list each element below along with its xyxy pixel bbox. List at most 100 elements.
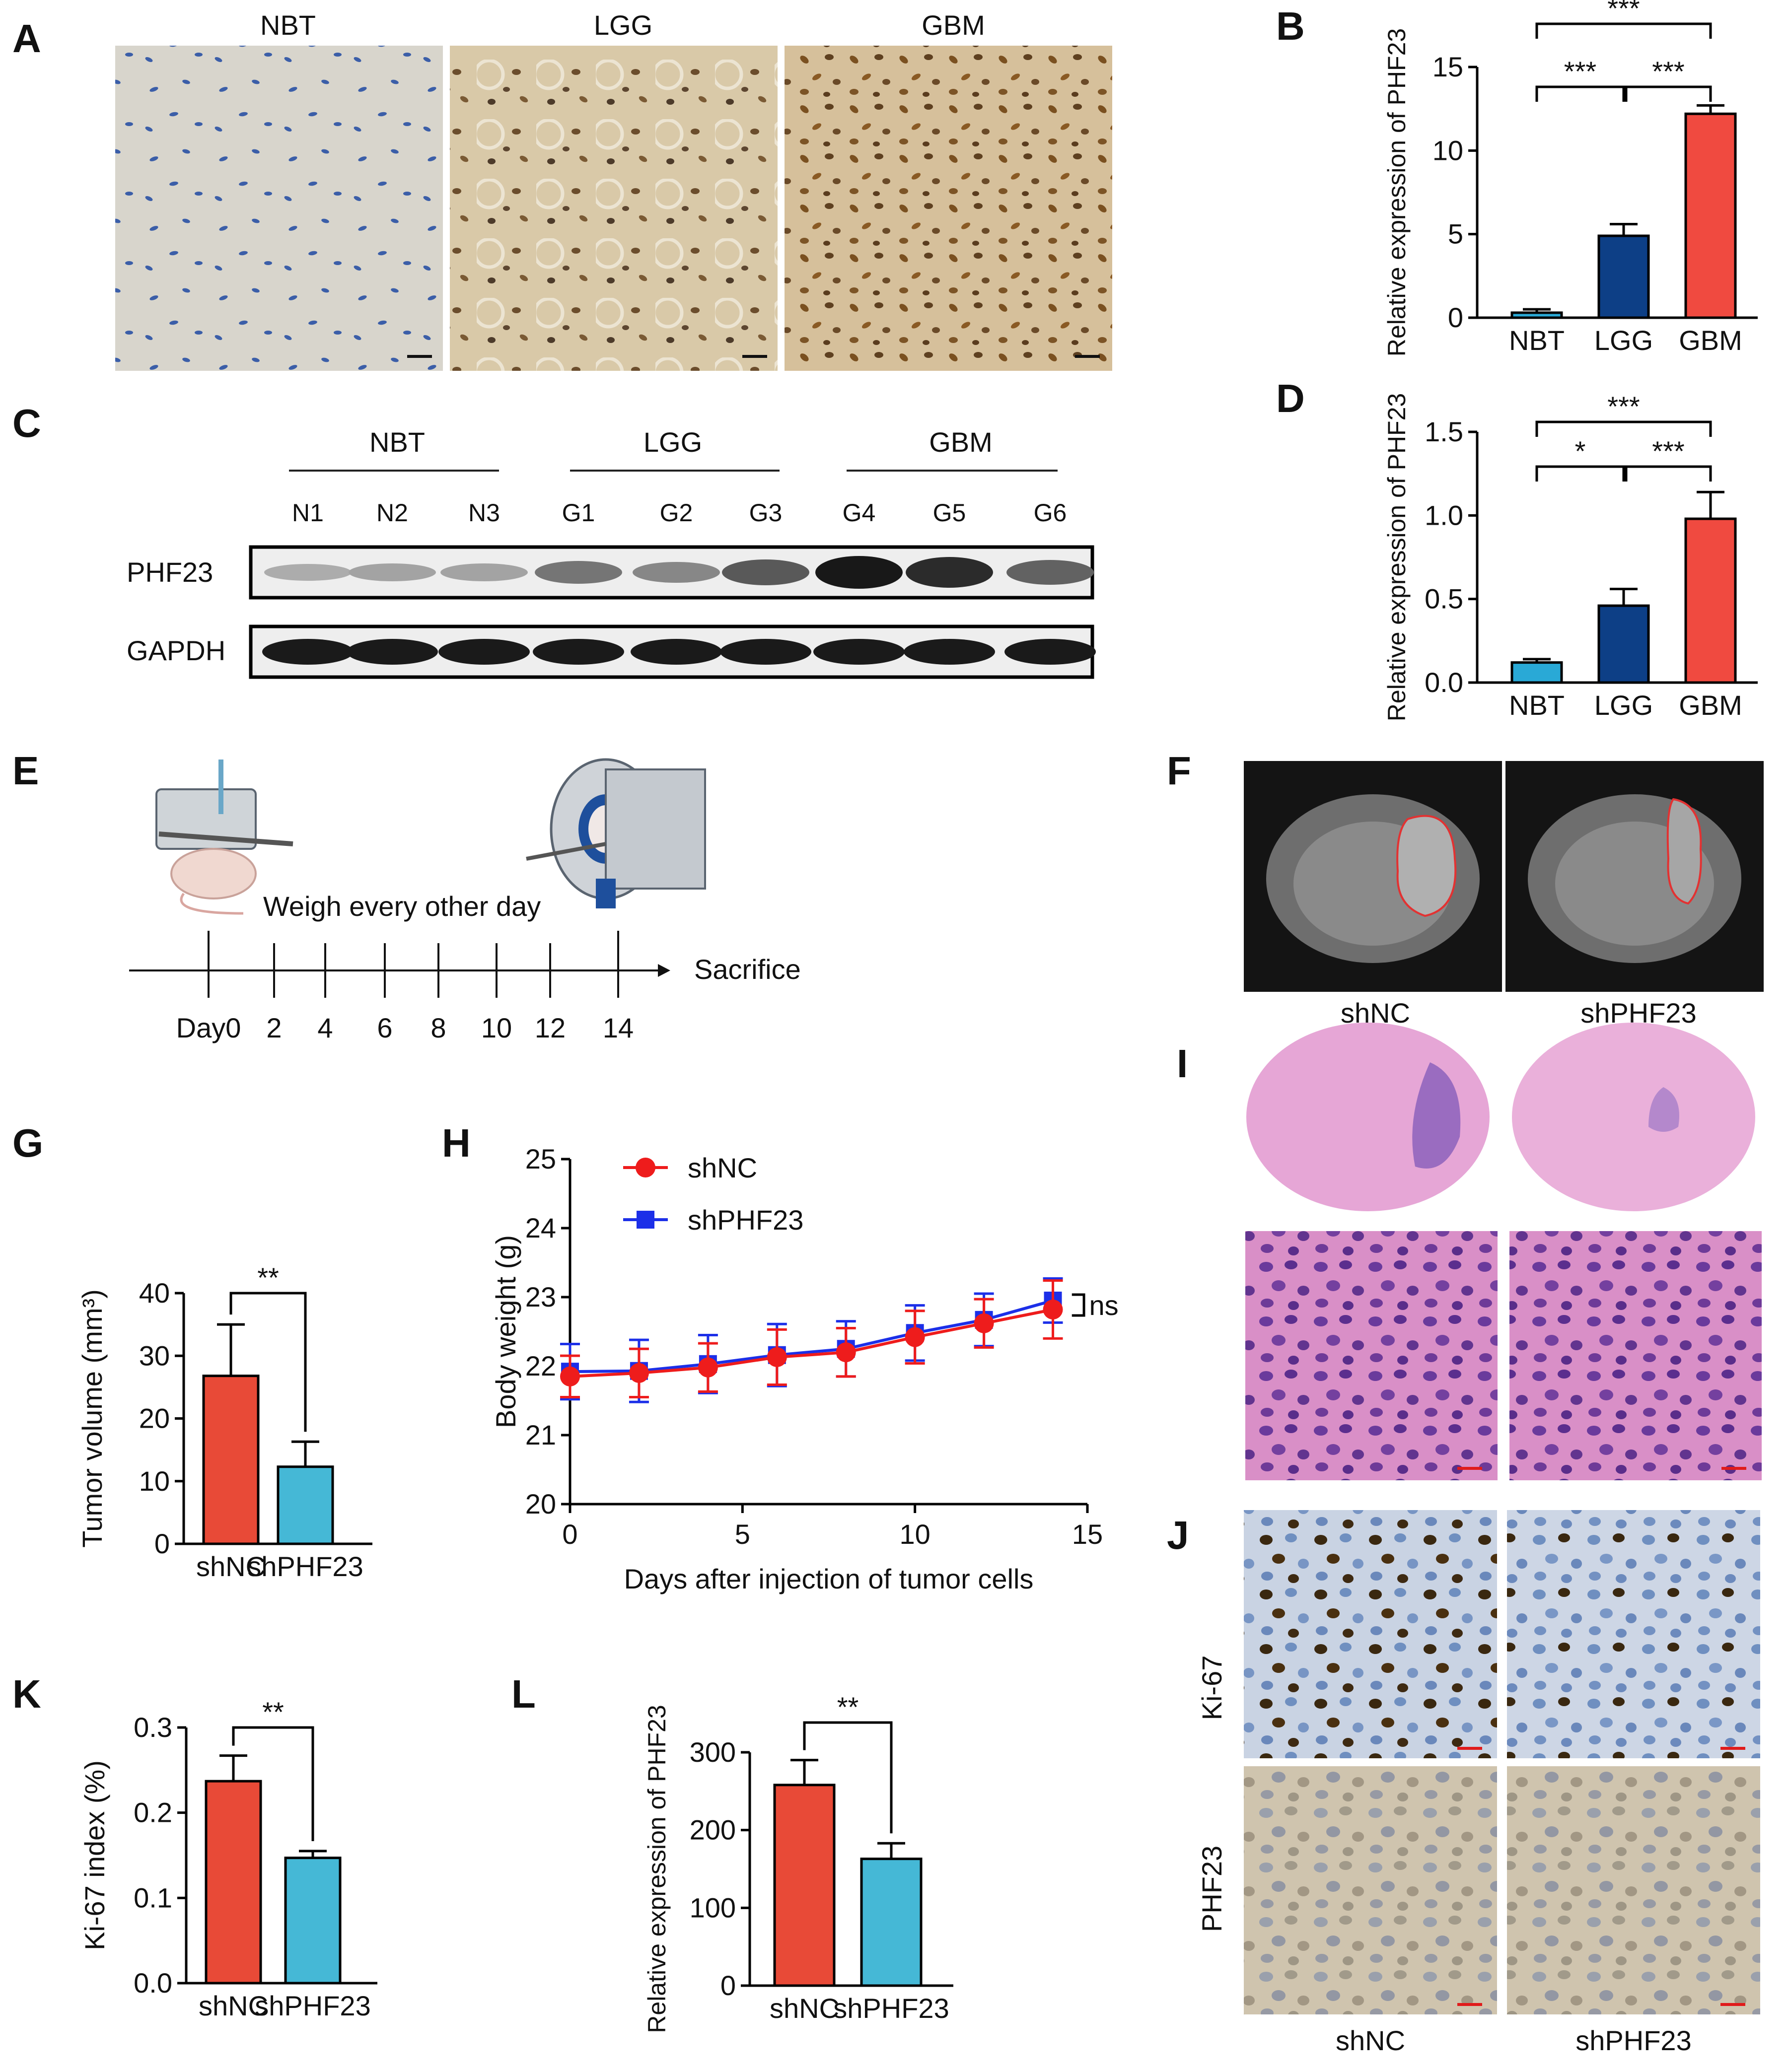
panel-a: NBT LGG GBM	[115, 9, 1112, 371]
ihc-col-label-shnc: shNC	[1336, 2025, 1405, 2056]
y-tick-label: 20	[139, 1403, 170, 1434]
y-tick-label: 23	[525, 1281, 556, 1312]
significance-label: ***	[1652, 56, 1684, 87]
x-tick-label: NBT	[1509, 690, 1565, 721]
chart-d: 0.0 0.5 1.0 1.5 Relative expression of PHF23…	[1383, 391, 1758, 721]
significance-bracket	[1535, 22, 1712, 39]
panel-letter-i: I	[1177, 1041, 1188, 1086]
x-tick-label: 5	[735, 1519, 750, 1550]
blot-band-gapdh	[533, 639, 624, 665]
he-image-shphf23	[1509, 1231, 1762, 1480]
x-tick-label: 15	[1072, 1519, 1103, 1550]
lane-label: G6	[1034, 499, 1067, 527]
ihc-row-label-phf23: PHF23	[1196, 1846, 1227, 1932]
blot-band-phf23	[633, 562, 720, 583]
lane-label: G3	[749, 499, 783, 527]
x-tick-label: NBT	[1509, 325, 1565, 356]
y-tick-label: 24	[525, 1212, 556, 1243]
y-tick-label: 0.3	[134, 1712, 172, 1743]
bar	[860, 1858, 923, 1987]
panel-letter-f: F	[1167, 749, 1191, 793]
bar	[1684, 517, 1737, 684]
blot-band-phf23	[264, 564, 352, 581]
blot-band-gapdh	[904, 639, 995, 665]
ihc-image-nbt	[115, 46, 443, 371]
timeline-tick-label: 12	[535, 1012, 566, 1043]
y-tick-label: 10	[139, 1465, 170, 1497]
significance-bracket	[803, 1721, 893, 1834]
phf23-image-shnc	[1244, 1766, 1497, 2014]
y-tick-label: 300	[690, 1736, 736, 1768]
y-tick-label: 0	[720, 1970, 736, 2001]
blot-row-label-phf23: PHF23	[127, 556, 213, 588]
y-tick-label: 25	[525, 1143, 556, 1174]
panel-e: Weigh every other day Sacrifice Day0 2 4 6 8…	[129, 758, 801, 1043]
sacrifice-label: Sacrifice	[694, 954, 801, 985]
y-tick-label: 0.1	[134, 1882, 172, 1913]
panel-letter-g: G	[12, 1121, 43, 1165]
significance-label: ***	[1652, 435, 1684, 467]
data-point	[836, 1342, 856, 1363]
blot-band-gapdh	[438, 639, 530, 665]
panel-j: Ki-67 PHF23 shNC shPHF23	[1196, 1510, 1760, 2056]
significance-bracket	[1072, 1293, 1085, 1317]
x-tick-label: shPHF23	[833, 1993, 949, 2024]
blot-band-gapdh	[347, 639, 438, 665]
panel-letter-k: K	[12, 1672, 41, 1716]
y-tick-label: 5	[1448, 218, 1463, 250]
he-tumor-region	[1412, 1062, 1461, 1169]
bar	[1597, 604, 1650, 684]
ki67-image-shphf23	[1507, 1510, 1760, 1758]
data-point	[767, 1347, 787, 1367]
panel-c: NBT LGG GBM N1 N2 N3 G1 G2 G3 G4 G5 G6 PHF23 GAP…	[127, 426, 1096, 679]
panel-letter-j: J	[1167, 1513, 1189, 1557]
chart-b: 0 5 10 15 Relative expression of PHF23 NBT LGG…	[1383, 0, 1758, 356]
blot-band-gapdh	[720, 639, 811, 665]
panel-letter-b: B	[1276, 4, 1305, 48]
bar	[1597, 234, 1650, 319]
significance-label: *	[1575, 435, 1586, 467]
y-tick-label: 0	[154, 1528, 170, 1559]
blot-band-gapdh	[631, 639, 722, 665]
x-axis-label: Days after injection of tumor cells	[624, 1563, 1034, 1594]
bar	[277, 1465, 334, 1545]
mouse-stereotaxic-illustration	[155, 760, 293, 915]
data-point	[1043, 1300, 1063, 1320]
lane-label: G2	[660, 499, 693, 527]
y-axis-label: Tumor volume (mm³)	[76, 1289, 108, 1548]
panel-letter-c: C	[12, 401, 41, 445]
timeline-arrowhead	[658, 964, 670, 977]
blot-group-nbt: NBT	[369, 426, 425, 458]
significance-label: **	[257, 1262, 279, 1293]
blot-band-phf23	[535, 561, 622, 584]
bar	[284, 1857, 342, 1985]
significance-label: ns	[1089, 1290, 1118, 1321]
significance-bracket	[1535, 85, 1625, 102]
y-tick-label: 0.0	[134, 1967, 172, 1999]
significance-label: **	[262, 1696, 284, 1727]
blot-band-gapdh	[262, 639, 354, 665]
legend-marker	[636, 1158, 655, 1177]
panel-letter-d: D	[1276, 376, 1305, 420]
significance-bracket	[1625, 85, 1712, 102]
significance-label: **	[837, 1691, 859, 1723]
y-axis-label: Relative expression of PHF23	[1383, 393, 1411, 721]
timeline-tick-label: 4	[317, 1012, 333, 1043]
blot-row-label-gapdh: GAPDH	[127, 635, 225, 666]
ihc-label-nbt: NBT	[260, 9, 316, 41]
y-tick-label: 100	[690, 1892, 736, 1923]
he-whole-brain-shphf23	[1512, 1023, 1755, 1211]
blot-band-phf23	[815, 556, 903, 589]
y-tick-label: 21	[525, 1419, 556, 1450]
legend-marker	[637, 1211, 654, 1229]
chart-h: 20 21 22 23 24 25 0 5 10 15 Days after injection o…	[490, 1143, 1119, 1594]
blot-band-phf23	[906, 557, 993, 588]
panel-f: shNC shPHF23	[1244, 761, 1764, 1029]
timeline-tick-label: 2	[266, 1012, 282, 1043]
panel-letter-a: A	[12, 16, 41, 61]
blot-band-phf23	[440, 563, 528, 581]
series-shnc	[560, 1279, 1063, 1399]
y-axis-label: Relative expression of PHF23	[643, 1705, 671, 2033]
